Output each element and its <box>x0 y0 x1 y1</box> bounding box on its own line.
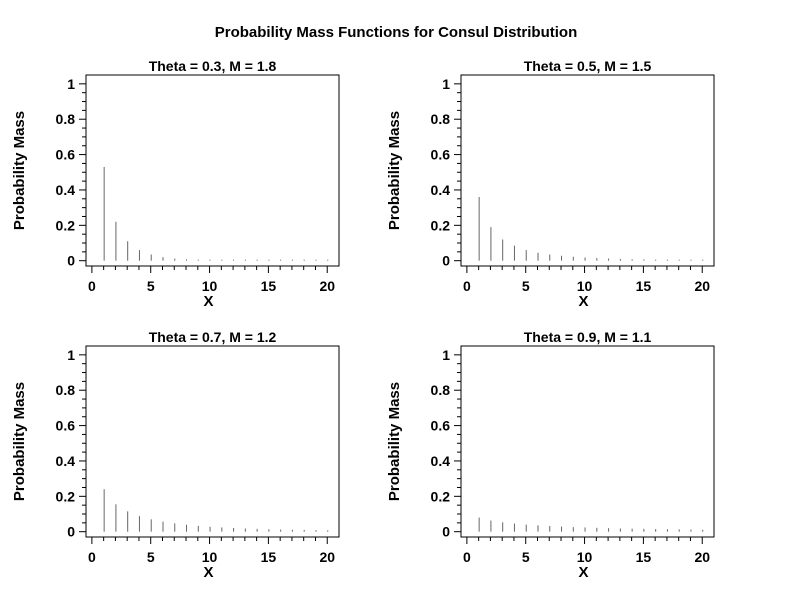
y-tick-label: 0.2 <box>431 488 451 504</box>
y-tick-label: 0.8 <box>56 111 76 127</box>
panel-title: Theta = 0.5, M = 1.5 <box>524 58 652 74</box>
x-tick-label: 15 <box>261 549 277 565</box>
chart-panel-4: Theta = 0.9, M = 1.100.20.40.60.810 5 10 15… <box>386 329 715 581</box>
y-tick-label: 0.4 <box>56 182 76 198</box>
chart-panel-3: Theta = 0.7, M = 1.200.20.40.60.810 5 10 15… <box>11 329 340 581</box>
y-tick-label: 1 <box>67 76 75 92</box>
y-tick-label: 0.2 <box>56 488 76 504</box>
y-tick-label: 0 <box>442 524 450 540</box>
y-tick-label: 0.2 <box>431 217 451 233</box>
x-tick-label: 0 <box>88 278 96 294</box>
plot-frame <box>85 345 340 538</box>
y-tick-label: 1 <box>67 347 75 363</box>
y-tick-label: 0.6 <box>56 147 76 163</box>
y-axis-label: Probability Mass <box>11 382 28 501</box>
x-tick-label: 0 <box>88 549 96 565</box>
y-tick-label: 0.4 <box>431 182 451 198</box>
chart-panels: Theta = 0.3, M = 1.800.20.40.60.810 5 10 15… <box>11 58 715 581</box>
y-tick-label: 0 <box>442 253 450 269</box>
panel-title: Theta = 0.7, M = 1.2 <box>149 329 277 345</box>
figure-title: Probability Mass Functions for Consul Di… <box>215 24 578 41</box>
y-tick-label: 0.4 <box>431 453 451 469</box>
y-tick-label: 0.8 <box>56 382 76 398</box>
plot-frame <box>460 74 715 267</box>
x-tick-label: 10 <box>202 278 218 294</box>
x-tick-label: 15 <box>261 278 277 294</box>
x-tick-label: 10 <box>577 278 593 294</box>
plot-frame <box>85 74 340 267</box>
y-tick-label: 0.2 <box>56 217 76 233</box>
x-axis-label: X <box>203 293 213 310</box>
x-tick-label: 20 <box>319 549 335 565</box>
x-tick-label: 10 <box>577 549 593 565</box>
x-tick-label: 5 <box>522 278 530 294</box>
y-tick-label: 1 <box>442 76 450 92</box>
x-tick-label: 15 <box>636 278 652 294</box>
y-tick-label: 0.6 <box>431 147 451 163</box>
x-tick-label: 5 <box>147 278 155 294</box>
y-tick-label: 0.8 <box>431 382 451 398</box>
y-tick-label: 0.4 <box>56 453 76 469</box>
y-tick-label: 0 <box>67 524 75 540</box>
y-tick-label: 0.8 <box>431 111 451 127</box>
panel-title: Theta = 0.3, M = 1.8 <box>149 58 277 74</box>
x-tick-label: 20 <box>694 278 710 294</box>
x-tick-label: 0 <box>463 549 471 565</box>
y-tick-label: 0 <box>67 253 75 269</box>
x-tick-label: 5 <box>522 549 530 565</box>
x-tick-label: 15 <box>636 549 652 565</box>
x-tick-label: 0 <box>463 278 471 294</box>
y-tick-label: 0.6 <box>56 418 76 434</box>
x-tick-label: 5 <box>147 549 155 565</box>
y-tick-label: 1 <box>442 347 450 363</box>
y-tick-label: 0.6 <box>431 418 451 434</box>
chart-panel-1: Theta = 0.3, M = 1.800.20.40.60.810 5 10 15… <box>11 58 340 310</box>
y-axis-label: Probability Mass <box>11 111 28 230</box>
x-tick-label: 20 <box>319 278 335 294</box>
x-axis-label: X <box>578 293 588 310</box>
chart-panel-2: Theta = 0.5, M = 1.500.20.40.60.810 5 10 15… <box>386 58 715 310</box>
x-tick-label: 10 <box>202 549 218 565</box>
x-axis-label: X <box>203 564 213 581</box>
x-tick-label: 20 <box>694 549 710 565</box>
y-axis-label: Probability Mass <box>386 111 403 230</box>
y-axis-label: Probability Mass <box>386 382 403 501</box>
panel-title: Theta = 0.9, M = 1.1 <box>524 329 652 345</box>
x-axis-label: X <box>578 564 588 581</box>
plot-frame <box>460 345 715 538</box>
